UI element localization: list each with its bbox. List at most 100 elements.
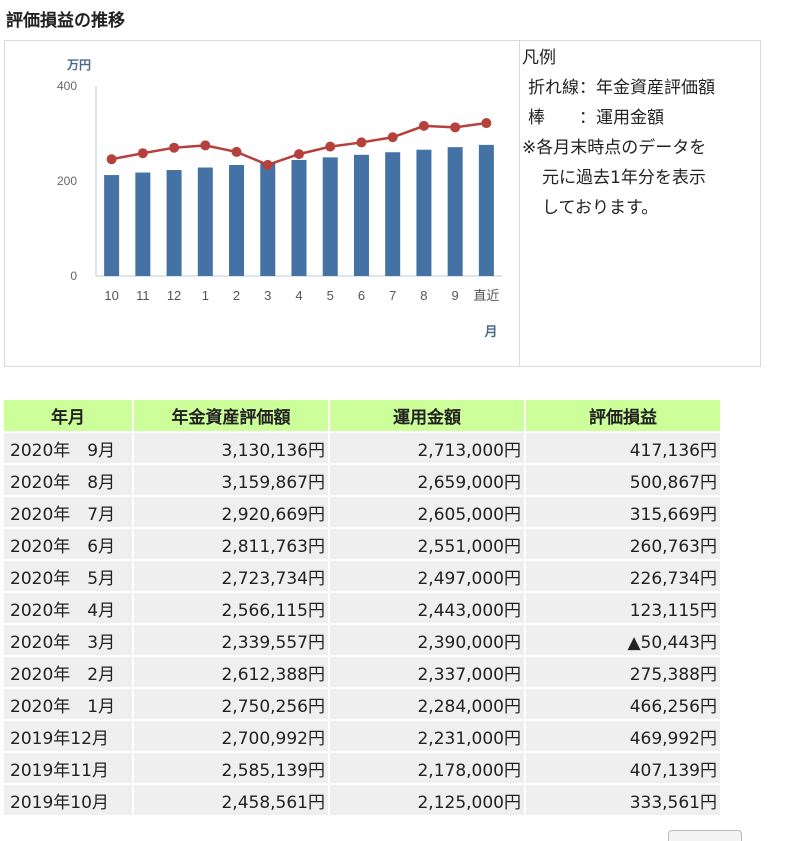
table-row: 2020年 3月 2,339,557円 2,390,000円 ▲50,443円: [4, 625, 720, 655]
x-tick-label: 9: [452, 288, 459, 303]
bar: [166, 170, 182, 276]
cell-asset-value: 3,159,867円: [134, 465, 328, 495]
cell-invested: 2,659,000円: [330, 465, 524, 495]
y-tick-label: 0: [70, 269, 77, 283]
header-gain-loss: 評価損益: [526, 400, 720, 431]
cell-asset-value: 2,700,992円: [134, 721, 328, 751]
line-point: [294, 149, 304, 160]
cell-year-month: 2019年10月: [4, 785, 132, 815]
table-body: 2020年 9月 3,130,136円 2,713,000円 417,136円 2020…: [4, 433, 720, 815]
header-invested: 運用金額: [330, 400, 524, 431]
legend-heading: 凡例: [522, 48, 556, 68]
cell-invested: 2,178,000円: [330, 753, 524, 783]
bar: [478, 144, 494, 276]
cell-gain-loss: 469,992円: [526, 721, 720, 751]
bar: [197, 167, 213, 276]
line-point: [137, 148, 148, 159]
x-tick-label: 11: [136, 288, 150, 303]
legend-note-3: しております。: [542, 198, 659, 218]
line-point: [262, 159, 273, 170]
cell-gain-loss: 260,763円: [526, 529, 720, 559]
line-point: [481, 118, 492, 129]
line-point: [450, 122, 461, 133]
x-tick-label: 10: [104, 288, 118, 303]
line-point: [418, 120, 429, 131]
table-row: 2020年 5月 2,723,734円 2,497,000円 226,734円: [4, 561, 720, 591]
table-header-row: 年月 年金資産評価額 運用金額 評価損益: [4, 400, 720, 431]
y-unit-label: 万円: [66, 58, 91, 72]
cell-gain-loss: 123,115円: [526, 593, 720, 623]
bar: [229, 164, 245, 276]
cell-gain-loss: 333,561円: [526, 785, 720, 815]
table-row: 2020年 4月 2,566,115円 2,443,000円 123,115円: [4, 593, 720, 623]
line-point: [325, 141, 336, 152]
cell-year-month: 2020年 6月: [4, 529, 132, 559]
bar: [322, 157, 338, 276]
cell-asset-value: 2,339,557円: [134, 625, 328, 655]
page-title: 評価損益の推移: [6, 11, 125, 31]
cell-year-month: 2019年12月: [4, 721, 132, 751]
legend-bar-label: 棒 ：運用金額: [528, 108, 664, 128]
bar: [135, 172, 151, 276]
cell-invested: 2,605,000円: [330, 497, 524, 527]
x-tick-label: 直近: [473, 288, 499, 303]
table-row: 2019年12月 2,700,992円 2,231,000円 469,992円: [4, 721, 720, 751]
bar: [291, 159, 307, 276]
line-point: [231, 146, 242, 157]
table-row: 2019年10月 2,458,561円 2,125,000円 333,561円: [4, 785, 720, 815]
cell-year-month: 2020年 2月: [4, 657, 132, 687]
cell-year-month: 2020年 3月: [4, 625, 132, 655]
cell-invested: 2,713,000円: [330, 433, 524, 463]
x-tick-label: 5: [327, 288, 334, 303]
cell-gain-loss: 417,136円: [526, 433, 720, 463]
cell-invested: 2,551,000円: [330, 529, 524, 559]
cell-gain-loss: 275,388円: [526, 657, 720, 687]
legend: 凡例 折れ線：年金資産評価額 棒 ：運用金額 ※各月末時点のデータを 元に過去1…: [522, 41, 760, 223]
history-table: 年月 年金資産評価額 運用金額 評価損益 2020年 9月 3,130,136円 2…: [2, 398, 722, 817]
bar: [353, 154, 369, 276]
cell-year-month: 2020年 5月: [4, 561, 132, 591]
cell-gain-loss: 407,139円: [526, 753, 720, 783]
cell-gain-loss: ▲50,443円: [526, 625, 720, 655]
chart-panel: 万円 0 200 400 10 11 12 1 2 3 4 5 6 7 8 9 直近月 凡例 折れ線：年金資産評…: [4, 40, 761, 367]
bar: [447, 147, 463, 276]
cell-invested: 2,284,000円: [330, 689, 524, 719]
cell-year-month: 2020年 8月: [4, 465, 132, 495]
bar: [260, 162, 276, 276]
line-point: [200, 140, 211, 151]
cell-invested: 2,443,000円: [330, 593, 524, 623]
bar: [104, 175, 120, 276]
bar: [385, 152, 401, 276]
cell-asset-value: 2,920,669円: [134, 497, 328, 527]
cell-invested: 2,497,000円: [330, 561, 524, 591]
line-point: [106, 154, 117, 165]
cell-gain-loss: 226,734円: [526, 561, 720, 591]
x-tick-label: 3: [264, 288, 271, 303]
table-row: 2019年11月 2,585,139円 2,178,000円 407,139円: [4, 753, 720, 783]
cell-year-month: 2020年 1月: [4, 689, 132, 719]
x-tick-label: 8: [420, 288, 427, 303]
line-point: [387, 132, 398, 143]
legend-note-2: 元に過去1年分を表示: [542, 168, 706, 188]
cell-asset-value: 2,458,561円: [134, 785, 328, 815]
table-row: 2020年 1月 2,750,256円 2,284,000円 466,256円: [4, 689, 720, 719]
cell-invested: 2,231,000円: [330, 721, 524, 751]
cell-invested: 2,337,000円: [330, 657, 524, 687]
line-point: [169, 142, 180, 153]
cell-asset-value: 2,612,388円: [134, 657, 328, 687]
table-row: 2020年 2月 2,612,388円 2,337,000円 275,388円: [4, 657, 720, 687]
cell-invested: 2,390,000円: [330, 625, 524, 655]
cell-gain-loss: 500,867円: [526, 465, 720, 495]
cell-gain-loss: 315,669円: [526, 497, 720, 527]
header-asset-value: 年金資産評価額: [134, 400, 328, 431]
legend-note-1: ※各月末時点のデータを: [522, 138, 707, 158]
cell-year-month: 2019年11月: [4, 753, 132, 783]
x-tick-label: 6: [358, 288, 365, 303]
cell-asset-value: 2,585,139円: [134, 753, 328, 783]
cell-asset-value: 3,130,136円: [134, 433, 328, 463]
cell-gain-loss: 466,256円: [526, 689, 720, 719]
y-tick-label: 400: [57, 79, 77, 93]
cell-asset-value: 2,566,115円: [134, 593, 328, 623]
x-axis-label: 月: [483, 324, 497, 339]
